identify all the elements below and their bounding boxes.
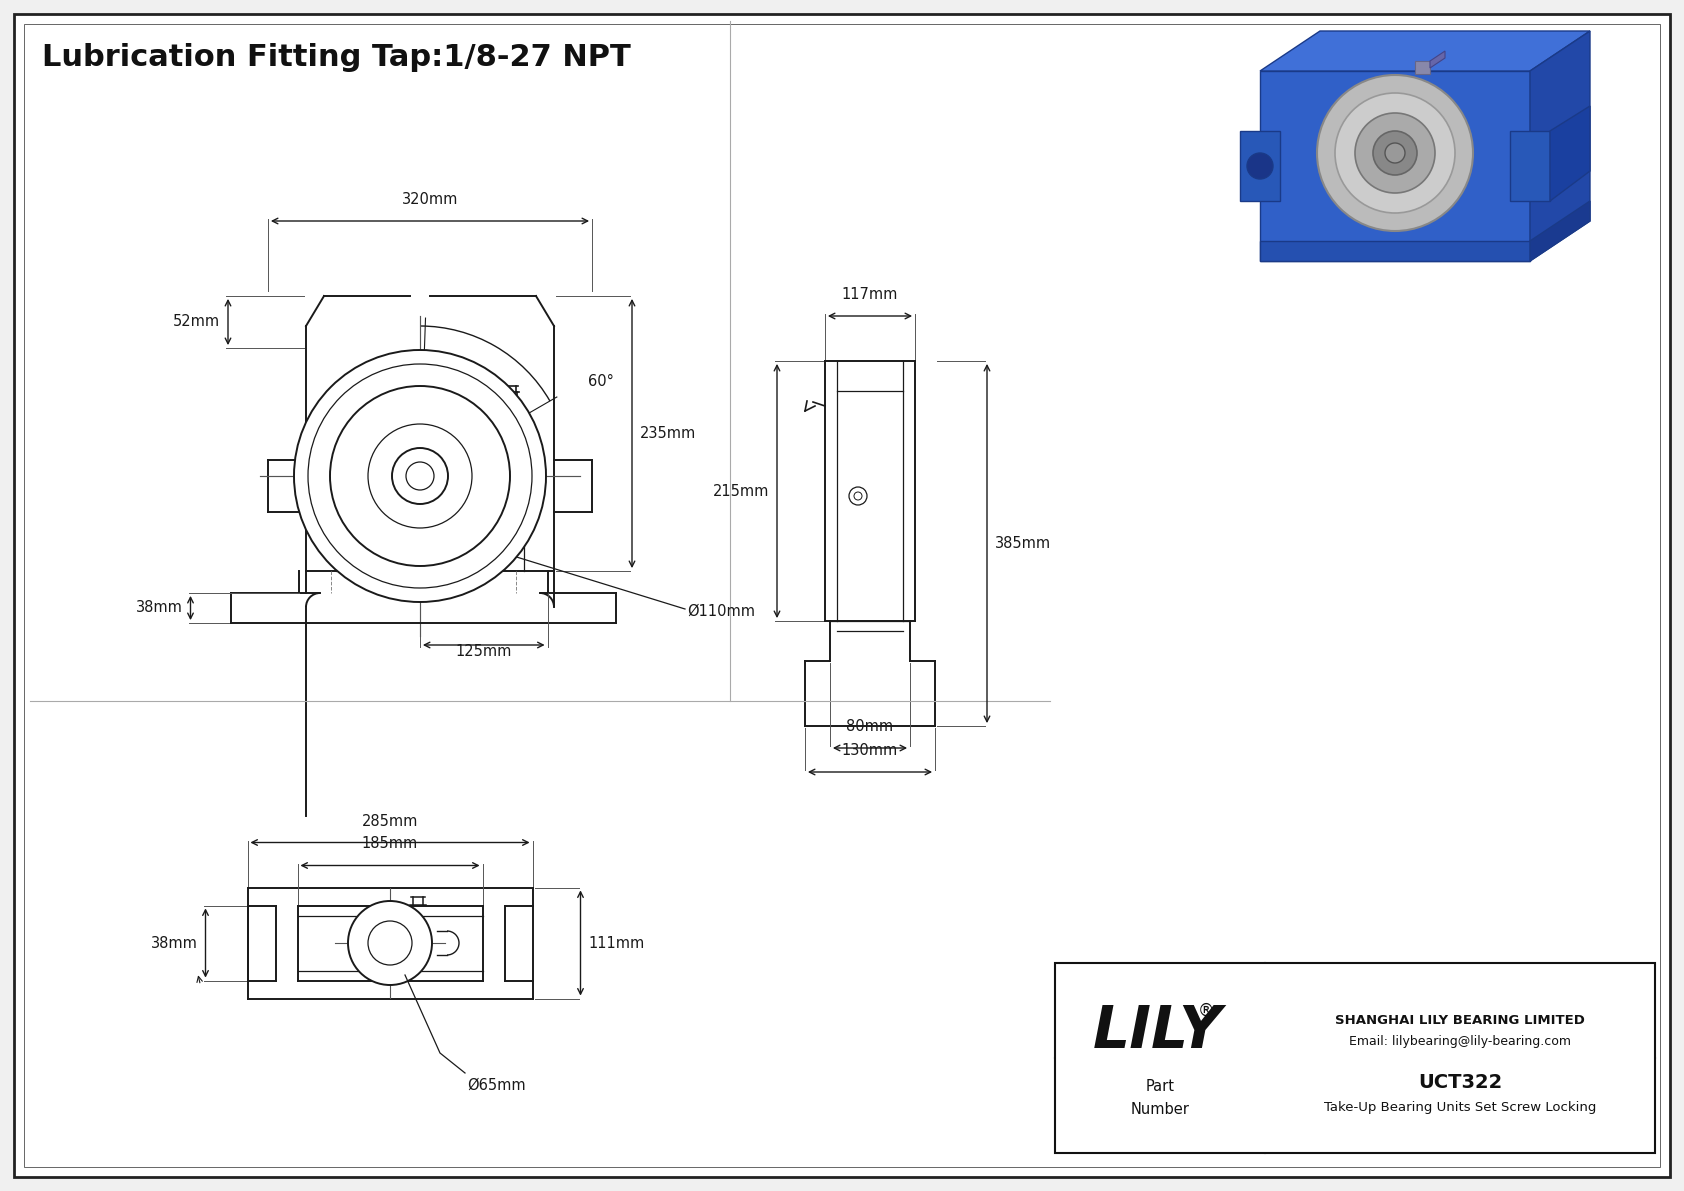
Circle shape (349, 902, 433, 985)
Bar (1054, 964, 1655, 1153)
Polygon shape (1511, 131, 1549, 201)
Circle shape (1335, 93, 1455, 213)
Text: 38mm: 38mm (150, 935, 197, 950)
Text: SHANGHAI LILY BEARING LIMITED: SHANGHAI LILY BEARING LIMITED (1335, 1014, 1585, 1027)
Text: 285mm: 285mm (362, 813, 418, 829)
Text: Lubrication Fitting Tap:1/8-27 NPT: Lubrication Fitting Tap:1/8-27 NPT (42, 43, 632, 71)
Text: LILY: LILY (1093, 1003, 1221, 1060)
Text: 111mm: 111mm (588, 935, 645, 950)
Circle shape (392, 448, 448, 504)
Polygon shape (1531, 31, 1590, 261)
Text: 235mm: 235mm (640, 426, 695, 441)
Polygon shape (1549, 106, 1590, 201)
Circle shape (369, 424, 472, 528)
Text: 52mm: 52mm (173, 314, 221, 330)
Text: 185mm: 185mm (362, 836, 418, 852)
Circle shape (369, 921, 413, 965)
Circle shape (1372, 131, 1416, 175)
Circle shape (854, 492, 862, 500)
Circle shape (330, 386, 510, 566)
Polygon shape (1239, 131, 1280, 201)
Polygon shape (1260, 241, 1531, 261)
Polygon shape (1430, 51, 1445, 68)
Text: 60°: 60° (588, 374, 615, 388)
Circle shape (1384, 143, 1404, 163)
Circle shape (406, 462, 434, 490)
Circle shape (1317, 75, 1474, 231)
Text: 130mm: 130mm (842, 743, 898, 757)
Text: 38mm: 38mm (136, 600, 182, 616)
Circle shape (295, 350, 546, 601)
Circle shape (1246, 152, 1273, 179)
Polygon shape (1415, 61, 1430, 74)
Text: 117mm: 117mm (842, 287, 898, 303)
Text: Ø110mm: Ø110mm (687, 604, 754, 618)
Text: 80mm: 80mm (847, 719, 894, 734)
Text: UCT322: UCT322 (1418, 1073, 1502, 1092)
Text: Part
Number: Part Number (1130, 1079, 1189, 1117)
Text: ®: ® (1197, 1002, 1214, 1019)
Polygon shape (1260, 31, 1590, 71)
Text: 215mm: 215mm (712, 484, 770, 499)
Text: 320mm: 320mm (402, 192, 458, 207)
Circle shape (849, 487, 867, 505)
Text: Ø65mm: Ø65mm (466, 1078, 525, 1093)
Polygon shape (1260, 71, 1531, 261)
Circle shape (308, 364, 532, 588)
Text: 385mm: 385mm (995, 536, 1051, 551)
Circle shape (1356, 113, 1435, 193)
Polygon shape (1531, 201, 1590, 261)
Text: Take-Up Bearing Units Set Screw Locking: Take-Up Bearing Units Set Screw Locking (1324, 1102, 1596, 1115)
Text: Email: lilybearing@lily-bearing.com: Email: lilybearing@lily-bearing.com (1349, 1035, 1571, 1048)
Text: 125mm: 125mm (456, 644, 512, 659)
